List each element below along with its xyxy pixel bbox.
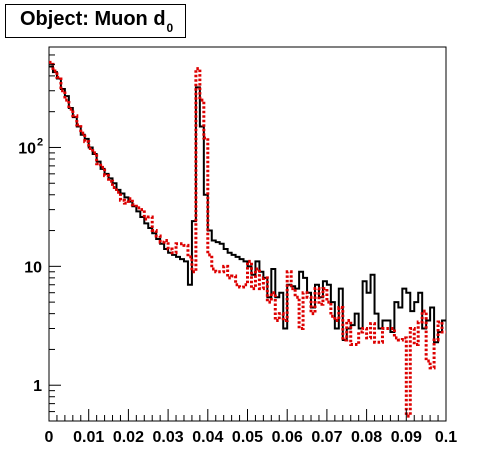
series-line xyxy=(49,65,446,344)
y-tick-exponent: 2 xyxy=(37,136,43,148)
chart-title-box: Object: Muon d0 xyxy=(5,4,186,38)
axis-layer: 0 0.01 0.02 0.03 0.04 0.05 0.06 0.07 0.08 0.09 0.1… xyxy=(18,46,457,446)
x-tick-label: 0.09 xyxy=(391,429,422,446)
x-tick-label: 0.05 xyxy=(232,429,263,446)
y-tick-label: 10 xyxy=(24,259,42,276)
series-layer xyxy=(49,60,446,418)
x-tick-label: 0.06 xyxy=(272,429,303,446)
x-tick-label: 0.1 xyxy=(435,429,457,446)
x-tick-label: 0.07 xyxy=(311,429,342,446)
x-tick-label: 0.03 xyxy=(153,429,184,446)
series-0 xyxy=(49,65,446,344)
x-tick-label: 0 xyxy=(45,429,54,446)
y-tick-label: 10 xyxy=(18,140,36,157)
series-1 xyxy=(49,60,446,418)
y-tick-label: 1 xyxy=(33,378,42,395)
x-tick-label: 0.01 xyxy=(73,429,104,446)
chart-title: Object: Muon d0 xyxy=(20,8,173,35)
x-tick-label: 0.02 xyxy=(113,429,144,446)
chart-title-main: Object: Muon d xyxy=(20,8,166,30)
x-tick-label: 0.04 xyxy=(192,429,223,446)
chart-title-subscript: 0 xyxy=(166,21,174,35)
series-line xyxy=(49,60,446,418)
plot-frame xyxy=(48,46,447,422)
x-tick-label: 0.08 xyxy=(351,429,382,446)
